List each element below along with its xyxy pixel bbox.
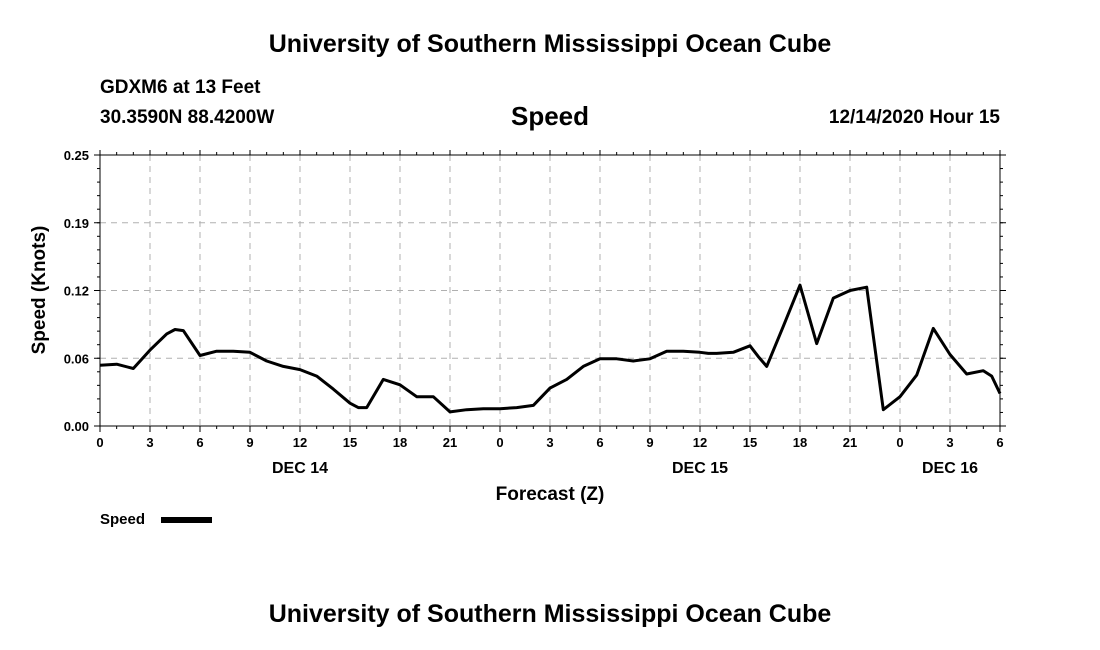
x-tick-label: 9 [246,435,253,450]
y-tick-label: 0.06 [64,351,89,366]
y-tick-labels: 0.00 0.06 0.12 0.19 0.25 [64,148,89,434]
grid-lines [100,155,1000,426]
footer-title: University of Southern Mississippi Ocean… [268,600,832,628]
y-axis-title: Speed (Knots) [29,226,50,355]
x-tick-label: 0 [896,435,903,450]
y-tick-label: 0.00 [64,419,89,434]
y-tick-label: 0.12 [64,284,89,299]
x-tick-label: 0 [96,435,103,450]
x-tick-label: 3 [146,435,153,450]
station-label: GDXM6 at 13 Feet [100,77,261,98]
x-tick-label: 0 [496,435,503,450]
x-tick-label: 12 [693,435,707,450]
date-label: DEC 15 [672,460,728,477]
chart-title: Speed [510,101,590,131]
plot-frame [99,154,1001,427]
x-tick-label: 3 [946,435,953,450]
coordinates-label: 30.3590N 88.4200W [100,107,275,128]
y-tick-label: 0.25 [64,148,89,163]
x-tick-label: 15 [743,435,757,450]
date-label: DEC 16 [922,460,978,477]
x-tick-label: 6 [996,435,1003,450]
legend-swatch [161,517,212,523]
x-tick-labels: 0 3 6 9 12 15 18 21 0 3 6 9 12 15 18 21 0 3 6 [96,435,1003,450]
x-tick-label: 9 [646,435,653,450]
y-tick-label: 0.19 [64,216,89,231]
x-tick-label: 3 [546,435,553,450]
legend-label: Speed [100,511,145,528]
x-tick-label: 18 [393,435,407,450]
x-axis-title: Forecast (Z) [496,484,605,505]
x-tick-label: 18 [793,435,807,450]
x-tick-label: 21 [443,435,457,450]
x-tick-label: 12 [293,435,307,450]
speed-series-line [99,283,1002,414]
page-title: University of Southern Mississippi Ocean… [268,30,832,58]
x-tick-label: 6 [196,435,203,450]
date-labels: DEC 14 DEC 15 DEC 16 [272,460,978,477]
date-label: DEC 14 [272,460,328,477]
x-tick-label: 15 [343,435,357,450]
forecast-datetime: 12/14/2020 Hour 15 [828,107,1000,128]
x-tick-label: 6 [596,435,603,450]
x-tick-label: 21 [843,435,857,450]
